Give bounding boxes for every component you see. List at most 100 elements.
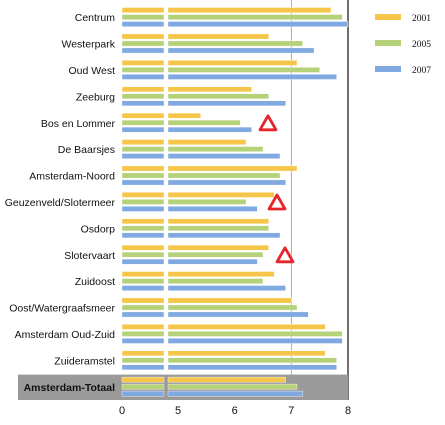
category-label-amsterdam-noord: Amsterdam-Noord: [29, 171, 115, 183]
bar-zeeburg-2001-stub: [121, 86, 165, 93]
category-label-zuidoost: Zuidoost: [75, 276, 115, 288]
bar-geuzenveld-slotermeer-2005: [167, 199, 247, 205]
bar-amsterdam-noord-2007-stub: [121, 179, 165, 186]
bar-zeeburg-2005-stub: [121, 93, 165, 100]
category-label-amsterdam-totaal: Amsterdam-Totaal: [24, 382, 115, 394]
bar-amsterdam-oud-zuid-2007-stub: [121, 338, 165, 344]
bar-centrum-2005: [167, 14, 343, 20]
bar-amsterdam-oud-zuid-2005: [167, 331, 343, 337]
legend-label-2001: 2001: [412, 14, 431, 24]
warning-icon-bos-en-lommer: [258, 114, 278, 132]
warning-markers: [258, 114, 295, 264]
bar-geuzenveld-slotermeer-2005-stub: [121, 199, 165, 205]
bar-amsterdam-oud-zuid-2007: [167, 338, 343, 344]
category-label-westerpark: Westerpark: [62, 39, 116, 51]
x-tick-6: 6: [232, 405, 238, 417]
legend-swatch-2001: [375, 14, 401, 20]
bar-zuideramstel-2001-stub: [121, 350, 165, 357]
bar-zuideramstel-2005: [167, 357, 337, 364]
bar-slotervaart-2005: [167, 251, 264, 258]
bar-amsterdam-oud-zuid-2005-stub: [121, 331, 165, 337]
bar-amsterdam-noord-2005-stub: [121, 172, 165, 179]
bar-zuidoost-2001-stub: [121, 271, 165, 277]
bar-zuideramstel-2007: [167, 364, 337, 371]
bar-osdorp-2005-stub: [121, 225, 165, 232]
bar-amsterdam-totaal-2001-stub: [121, 376, 165, 383]
bar-zuidoost-2005: [167, 278, 264, 284]
bar-slotervaart-2005-stub: [121, 251, 165, 258]
bar-amsterdam-totaal-2005: [167, 383, 298, 390]
bar-centrum-2005-stub: [121, 14, 165, 20]
bar-geuzenveld-slotermeer-2001-stub: [121, 192, 165, 198]
bar-amsterdam-oud-zuid-2001-stub: [121, 324, 165, 330]
category-label-bos-en-lommer: Bos en Lommer: [41, 118, 116, 130]
bar-slotervaart-2001: [167, 244, 269, 251]
bar-slotervaart-2007-stub: [121, 258, 165, 265]
bar-oud-west-2001: [167, 60, 298, 66]
bar-osdorp-2007: [167, 232, 281, 239]
bar-oud-west-2007: [167, 74, 337, 80]
bar-amsterdam-noord-2007: [167, 179, 286, 186]
category-label-zuideramstel: Zuideramstel: [54, 355, 115, 367]
bar-de-baarsjes-2001-stub: [121, 139, 165, 145]
bar-centrum-2007-stub: [121, 21, 165, 27]
bar-zeeburg-2001: [167, 86, 252, 93]
category-labels: Centrum Westerpark Oud West Zeeburg Bos en L…: [5, 12, 116, 394]
x-tick-0: 0: [119, 405, 125, 417]
category-label-centrum: Centrum: [75, 12, 116, 24]
bar-slotervaart-2001-stub: [121, 244, 165, 251]
bar-oud-west-2005-stub: [121, 67, 165, 73]
bar-zeeburg-2007-stub: [121, 100, 165, 107]
bar-oud-west-2007-stub: [121, 74, 165, 80]
bar-bos-en-lommer-2001: [167, 112, 201, 119]
bar-zuidoost-2001: [167, 271, 275, 277]
bar-osdorp-2005: [167, 225, 269, 232]
bar-westerpark-2007-stub: [121, 47, 165, 54]
bar-oost-watergraafsmeer-2005-stub: [121, 304, 165, 311]
bar-zuidoost-2007: [167, 285, 286, 291]
bar-bos-en-lommer-2005: [167, 119, 241, 126]
chart-bars: [121, 7, 349, 397]
bar-zuidoost-2005-stub: [121, 278, 165, 284]
bar-oud-west-2001-stub: [121, 60, 165, 66]
x-tick-5: 5: [175, 405, 181, 417]
bar-amsterdam-noord-2001-stub: [121, 165, 165, 172]
bar-zuideramstel-2005-stub: [121, 357, 165, 364]
category-label-slotervaart: Slotervaart: [64, 250, 115, 262]
bar-amsterdam-totaal-2005-stub: [121, 383, 165, 390]
bar-amsterdam-totaal-2007: [167, 390, 303, 397]
bar-westerpark-2005-stub: [121, 40, 165, 47]
bar-zeeburg-2005: [167, 93, 269, 100]
bar-westerpark-2001-stub: [121, 33, 165, 40]
bar-oud-west-2005: [167, 67, 320, 73]
bar-oost-watergraafsmeer-2007-stub: [121, 311, 165, 318]
bar-slotervaart-2007: [167, 258, 258, 265]
bar-bos-en-lommer-2001-stub: [121, 112, 165, 119]
bar-amsterdam-totaal-2001: [167, 376, 286, 383]
bar-zuideramstel-2001: [167, 350, 326, 357]
category-label-de-baarsjes: De Baarsjes: [58, 144, 115, 156]
bar-de-baarsjes-2007: [167, 153, 281, 159]
bar-geuzenveld-slotermeer-2007: [167, 206, 258, 212]
legend: 2001 2005 2007: [375, 14, 431, 76]
category-label-oud-west: Oud West: [69, 65, 116, 77]
bar-oost-watergraafsmeer-2001: [167, 297, 292, 304]
x-tick-8: 8: [345, 405, 351, 417]
bar-oost-watergraafsmeer-2007: [167, 311, 309, 318]
bar-oost-watergraafsmeer-2001-stub: [121, 297, 165, 304]
bar-osdorp-2007-stub: [121, 232, 165, 239]
category-label-zeeburg: Zeeburg: [76, 91, 115, 103]
bar-amsterdam-totaal-2007-stub: [121, 390, 165, 397]
bar-oost-watergraafsmeer-2005: [167, 304, 298, 311]
bar-centrum-2007: [167, 21, 349, 27]
bar-zuideramstel-2007-stub: [121, 364, 165, 371]
bar-de-baarsjes-2001: [167, 139, 247, 145]
legend-swatch-2007: [375, 66, 401, 72]
category-label-geuzenveld-slotermeer: Geuzenveld/Slotermeer: [5, 197, 116, 209]
bar-geuzenveld-slotermeer-2007-stub: [121, 206, 165, 212]
bar-centrum-2001: [167, 7, 332, 13]
bar-zuidoost-2007-stub: [121, 285, 165, 291]
x-axis-ticks: 0 5 6 7 8: [119, 405, 351, 417]
legend-label-2005: 2005: [412, 40, 431, 50]
